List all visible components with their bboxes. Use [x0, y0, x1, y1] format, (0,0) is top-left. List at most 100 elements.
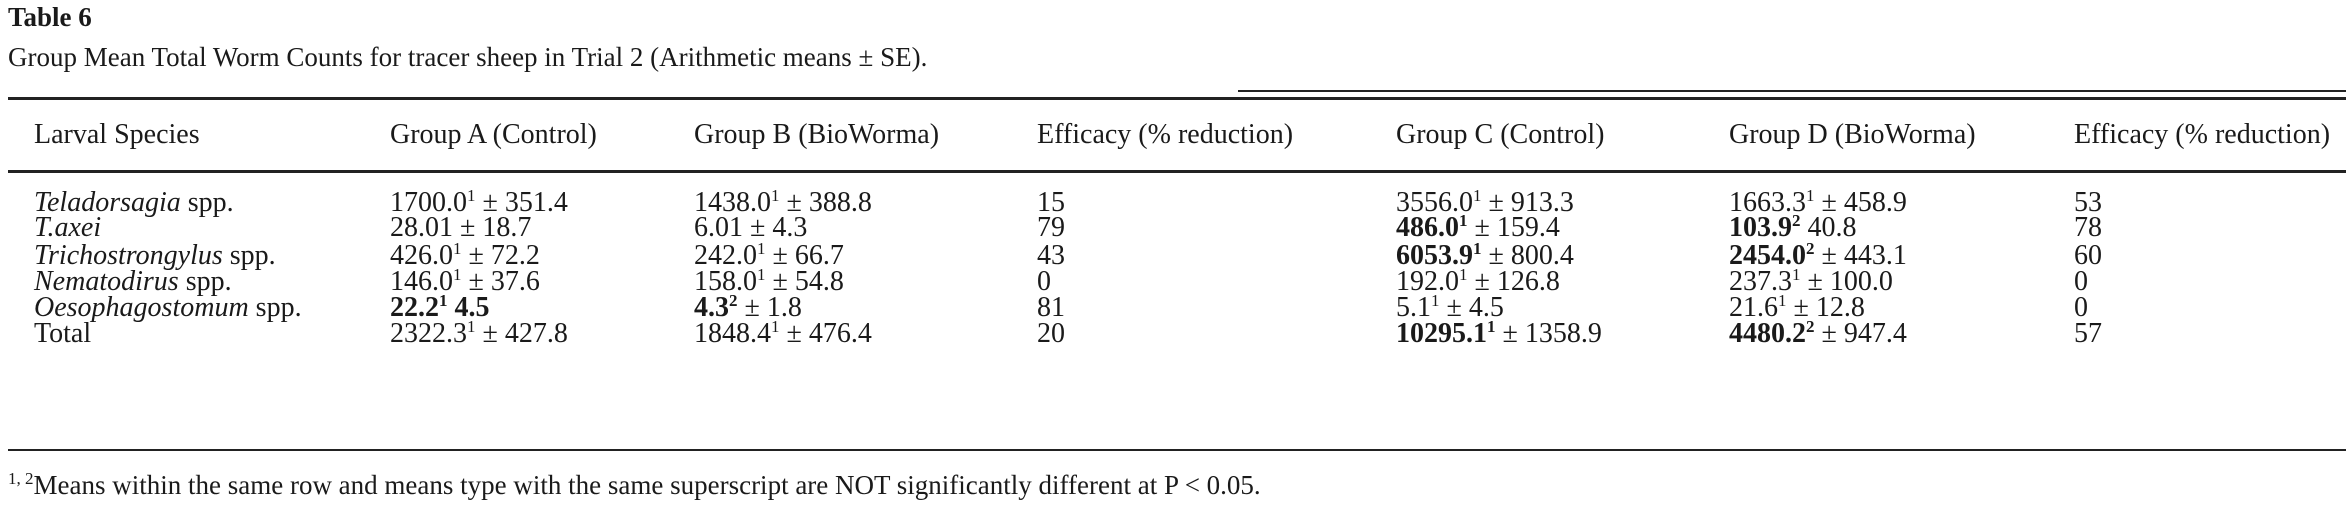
group-d-cell: 1663.31 ± 458.9: [1729, 183, 1907, 223]
group-d-cell: 237.31 ± 100.0: [1729, 262, 1893, 302]
species-name: T.axei: [34, 212, 102, 243]
group-c-mean: 486.0: [1396, 212, 1459, 243]
group-c-cell: 3556.01 ± 913.3: [1396, 183, 1574, 223]
group-c-superscript: 1: [1459, 265, 1468, 284]
group-d-superscript: 2: [1792, 211, 1801, 230]
efficacy-1-cell: 0: [1037, 266, 1051, 297]
top-rule-extension: [1238, 90, 2346, 92]
group-d-superscript: 2: [1806, 239, 1815, 258]
table-row: Trichostrongylus spp. 426.01 ± 72.2 242.01…: [0, 236, 2346, 276]
group-a-mean: 22.2: [390, 292, 439, 323]
group-c-se: ± 1358.9: [1495, 318, 1602, 349]
group-c-se: ± 913.3: [1481, 187, 1574, 218]
species-suffix: spp.: [180, 187, 234, 218]
group-c-mean: 3556.0: [1396, 187, 1473, 218]
efficacy-1-cell: 43: [1037, 240, 1065, 271]
group-d-mean: 21.6: [1729, 292, 1778, 323]
group-b-se: ± 1.8: [737, 292, 802, 323]
group-b-mean: 158.0: [694, 266, 757, 297]
species-cell: Total: [34, 314, 91, 354]
top-rule: [8, 97, 2346, 100]
group-c-se: ± 159.4: [1467, 212, 1560, 243]
header-group-d: Group D (BioWorma): [1729, 119, 1976, 150]
group-c-cell: 6053.91 ± 800.4: [1396, 236, 1574, 276]
group-d-mean: 4480.2: [1729, 318, 1806, 349]
efficacy-2-cell: 60: [2074, 240, 2102, 271]
group-c-se: ± 4.5: [1439, 292, 1504, 323]
bottom-rule: [8, 449, 2346, 451]
group-a-superscript: 1: [439, 291, 448, 310]
group-a-mean: 1700.0: [390, 187, 467, 218]
efficacy-1-cell: 81: [1037, 292, 1065, 323]
group-c-se: ± 126.8: [1467, 266, 1560, 297]
group-d-superscript: 1: [1792, 265, 1801, 284]
group-d-se: ± 458.9: [1814, 187, 1907, 218]
group-a-cell: 2322.31 ± 427.8: [390, 314, 568, 354]
group-c-cell: 10295.11 ± 1358.9: [1396, 314, 1602, 354]
group-a-superscript: 1: [453, 239, 462, 258]
group-d-se: ± 100.0: [1800, 266, 1893, 297]
group-a-mean: 146.0: [390, 266, 453, 297]
group-d-superscript: 1: [1806, 186, 1815, 205]
group-d-se: ± 947.4: [1814, 318, 1907, 349]
efficacy-2-cell: 78: [2074, 212, 2102, 243]
group-b-se: ± 388.8: [779, 187, 872, 218]
group-a-mean: 28.01: [390, 212, 453, 243]
species-cell: Nematodirus spp.: [34, 262, 232, 302]
table-row: Teladorsagia spp. 1700.01 ± 351.4 1438.01 …: [0, 183, 2346, 223]
efficacy-1-cell: 79: [1037, 212, 1065, 243]
group-c-mean: 10295.1: [1396, 318, 1487, 349]
group-d-cell: 2454.02 ± 443.1: [1729, 236, 1907, 276]
group-a-cell: 426.01 ± 72.2: [390, 236, 540, 276]
efficacy-1-cell: 20: [1037, 318, 1065, 349]
header-row: Larval Species Group A (Control) Group B…: [0, 115, 2346, 155]
header-larval-species: Larval Species: [34, 119, 200, 150]
group-a-cell: 22.21 4.5: [390, 288, 490, 328]
group-b-se: ± 66.7: [765, 240, 844, 271]
group-a-se: ± 37.6: [461, 266, 540, 297]
group-d-se: 40.8: [1800, 212, 1857, 243]
group-d-cell: 4480.22 ± 947.4: [1729, 314, 1907, 354]
group-c-mean: 5.1: [1396, 292, 1431, 323]
group-d-cell: 103.92 40.8: [1729, 208, 1857, 248]
group-b-mean: 4.3: [694, 292, 729, 323]
efficacy-2-cell: 57: [2074, 318, 2102, 349]
group-a-cell: 1700.01 ± 351.4: [390, 183, 568, 223]
group-c-superscript: 1: [1459, 211, 1468, 230]
table-caption: Group Mean Total Worm Counts for tracer …: [8, 42, 928, 72]
group-a-cell: 146.01 ± 37.6: [390, 262, 540, 302]
table-row: Oesophagostomum spp. 22.21 4.5 4.32 ± 1.8 8…: [0, 288, 2346, 328]
group-b-superscript: 1: [771, 186, 780, 205]
header-group-b: Group B (BioWorma): [694, 119, 940, 150]
group-b-superscript: 2: [729, 291, 738, 310]
table-row: Nematodirus spp. 146.01 ± 37.6 158.01 ± 54…: [0, 262, 2346, 302]
group-b-superscript: 1: [757, 265, 766, 284]
species-suffix: spp.: [222, 240, 276, 271]
group-c-superscript: 1: [1473, 186, 1482, 205]
footnote-text: Means within the same row and means type…: [33, 470, 1261, 500]
header-efficacy-2: Efficacy (% reduction): [2074, 119, 2331, 150]
group-a-se: ± 427.8: [475, 318, 568, 349]
group-c-superscript: 1: [1473, 239, 1482, 258]
footnote-superscripts: 1, 2: [8, 469, 34, 488]
group-d-mean: 1663.3: [1729, 187, 1806, 218]
group-c-cell: 5.11 ± 4.5: [1396, 288, 1504, 328]
group-b-superscript: 1: [771, 317, 780, 336]
group-b-se: ± 476.4: [779, 318, 872, 349]
group-d-superscript: 1: [1778, 291, 1787, 310]
group-b-cell: 1848.41 ± 476.4: [694, 314, 872, 354]
group-a-se: 4.5: [447, 292, 490, 323]
group-b-mean: 1848.4: [694, 318, 771, 349]
group-d-mean: 103.9: [1729, 212, 1792, 243]
group-c-mean: 192.0: [1396, 266, 1459, 297]
group-b-mean: 1438.0: [694, 187, 771, 218]
group-c-mean: 6053.9: [1396, 240, 1473, 271]
group-a-superscript: 1: [467, 186, 476, 205]
group-b-cell: 1438.01 ± 388.8: [694, 183, 872, 223]
species-name: Trichostrongylus: [34, 240, 223, 271]
efficacy-1-cell: 15: [1037, 187, 1065, 218]
group-a-se: ± 18.7: [453, 212, 532, 243]
efficacy-2-cell: 53: [2074, 187, 2102, 218]
group-b-superscript: 1: [757, 239, 766, 258]
group-a-mean: 426.0: [390, 240, 453, 271]
